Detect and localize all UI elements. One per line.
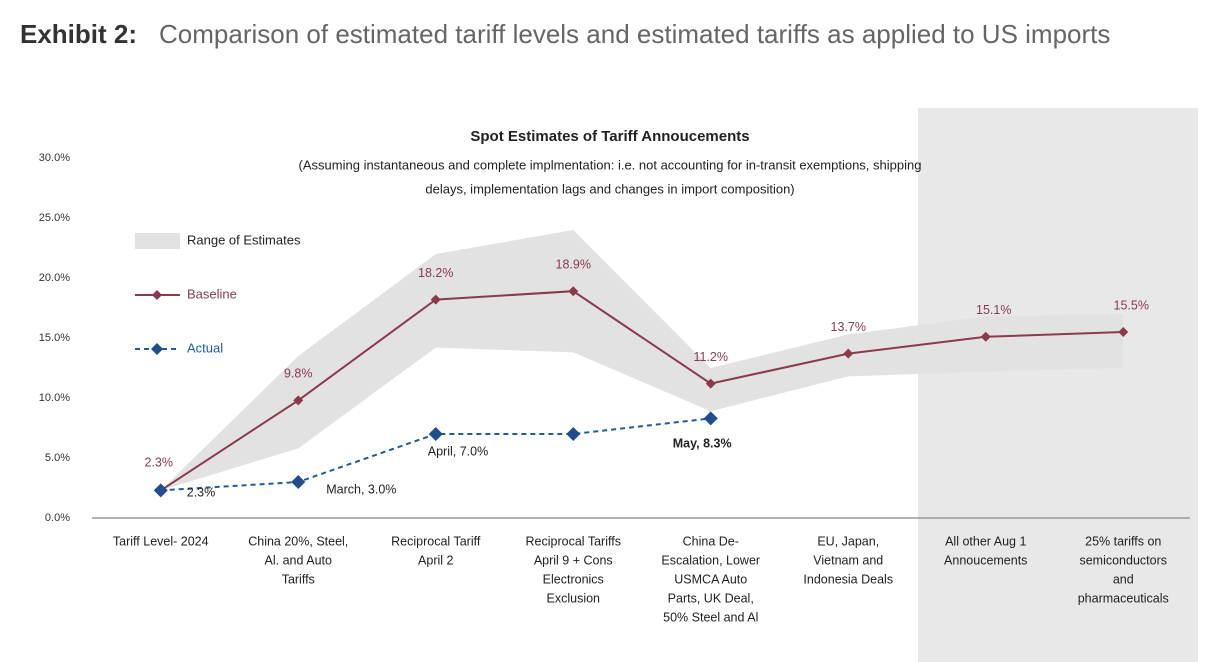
y-tick-label: 15.0% [39,332,70,344]
baseline-label: 9.8% [284,367,313,381]
legend-label: Range of Estimates [187,232,301,247]
x-tick-label: Escalation, Lower [661,553,760,567]
chart-subtitle: delays, implementation lags and changes … [425,181,794,196]
x-tick-label: China De- [683,534,739,548]
y-tick-label: 0.0% [45,512,70,524]
baseline-marker [430,294,441,305]
x-tick-label: Tariffs [282,572,315,586]
x-tick-label: Annoucements [944,553,1027,567]
x-tick-label: 50% Steel and Al [663,610,758,624]
baseline-marker [1118,327,1129,337]
actual-label: March, 3.0% [326,482,396,496]
x-tick-label: semiconductors [1079,553,1167,567]
x-tick-label: Tariff Level- 2024 [113,534,209,548]
y-tick-label: 5.0% [45,452,70,464]
exhibit-title: Comparison of estimated tariff levels an… [159,19,1111,49]
x-tick-label: USMCA Auto [674,572,747,586]
baseline-marker [293,395,304,406]
x-tick-label: Al. and Auto [265,553,332,567]
header: Exhibit 2: Comparison of estimated tariff… [20,12,1200,56]
x-tick-label: Indonesia Deals [803,572,893,586]
x-tick-label: 25% tariffs on [1085,534,1161,548]
highlight-region [918,108,1198,662]
actual-marker [153,483,168,498]
baseline-label: 11.2% [693,350,728,364]
actual-marker [566,427,581,441]
y-tick-label: 10.0% [39,392,70,404]
legend-swatch [135,233,180,249]
baseline-label: 15.1% [976,303,1011,317]
x-tick-label: pharmaceuticals [1078,591,1169,605]
actual-marker [291,475,306,489]
actual-label: May, 8.3% [673,437,732,451]
x-tick-label: EU, Japan, [817,534,879,548]
x-tick-label: Parts, UK Deal, [668,591,754,605]
y-tick-label: 20.0% [39,272,70,284]
x-tick-label: April 2 [418,553,453,567]
actual-label: April, 7.0% [428,444,488,458]
baseline-label: 18.9% [556,257,591,271]
baseline-marker [705,378,716,389]
baseline-marker [980,331,991,342]
x-tick-label: Electronics [543,572,604,586]
x-tick-label: April 9 + Cons [534,553,613,567]
legend-swatch [152,290,162,300]
actual-marker [703,411,718,426]
x-tick-label: Reciprocal Tariffs [526,534,621,548]
chart-subtitle: (Assuming instantaneous and complete imp… [299,157,922,172]
range-band [160,230,1124,491]
x-tick-label: Vietnam and [813,553,883,567]
baseline-label: 15.5% [1114,298,1149,312]
y-tick-label: 30.0% [39,152,70,164]
x-tick-label: Exclusion [547,591,601,605]
baseline-label: 18.2% [418,266,453,280]
chart-title: Spot Estimates of Tariff Annoucements [470,128,749,145]
baseline-marker [843,348,854,359]
baseline-label: 2.3% [145,456,174,470]
actual-label: 2.3% [187,486,216,500]
exhibit-label: Exhibit 2: [20,19,138,49]
baseline-label: 13.7% [831,320,866,334]
baseline-marker [568,286,579,297]
legend-label: Baseline [187,286,237,301]
actual-marker [428,427,443,441]
x-tick-label: China 20%, Steel, [248,534,348,548]
legend-label: Actual [187,340,223,355]
y-tick-label: 25.0% [39,212,70,224]
baseline-line [160,290,1124,492]
x-tick-label: and [1113,572,1134,586]
x-tick-label: Reciprocal Tariff [391,534,481,548]
x-tick-label: All other Aug 1 [945,534,1026,548]
legend-swatch [151,343,163,355]
